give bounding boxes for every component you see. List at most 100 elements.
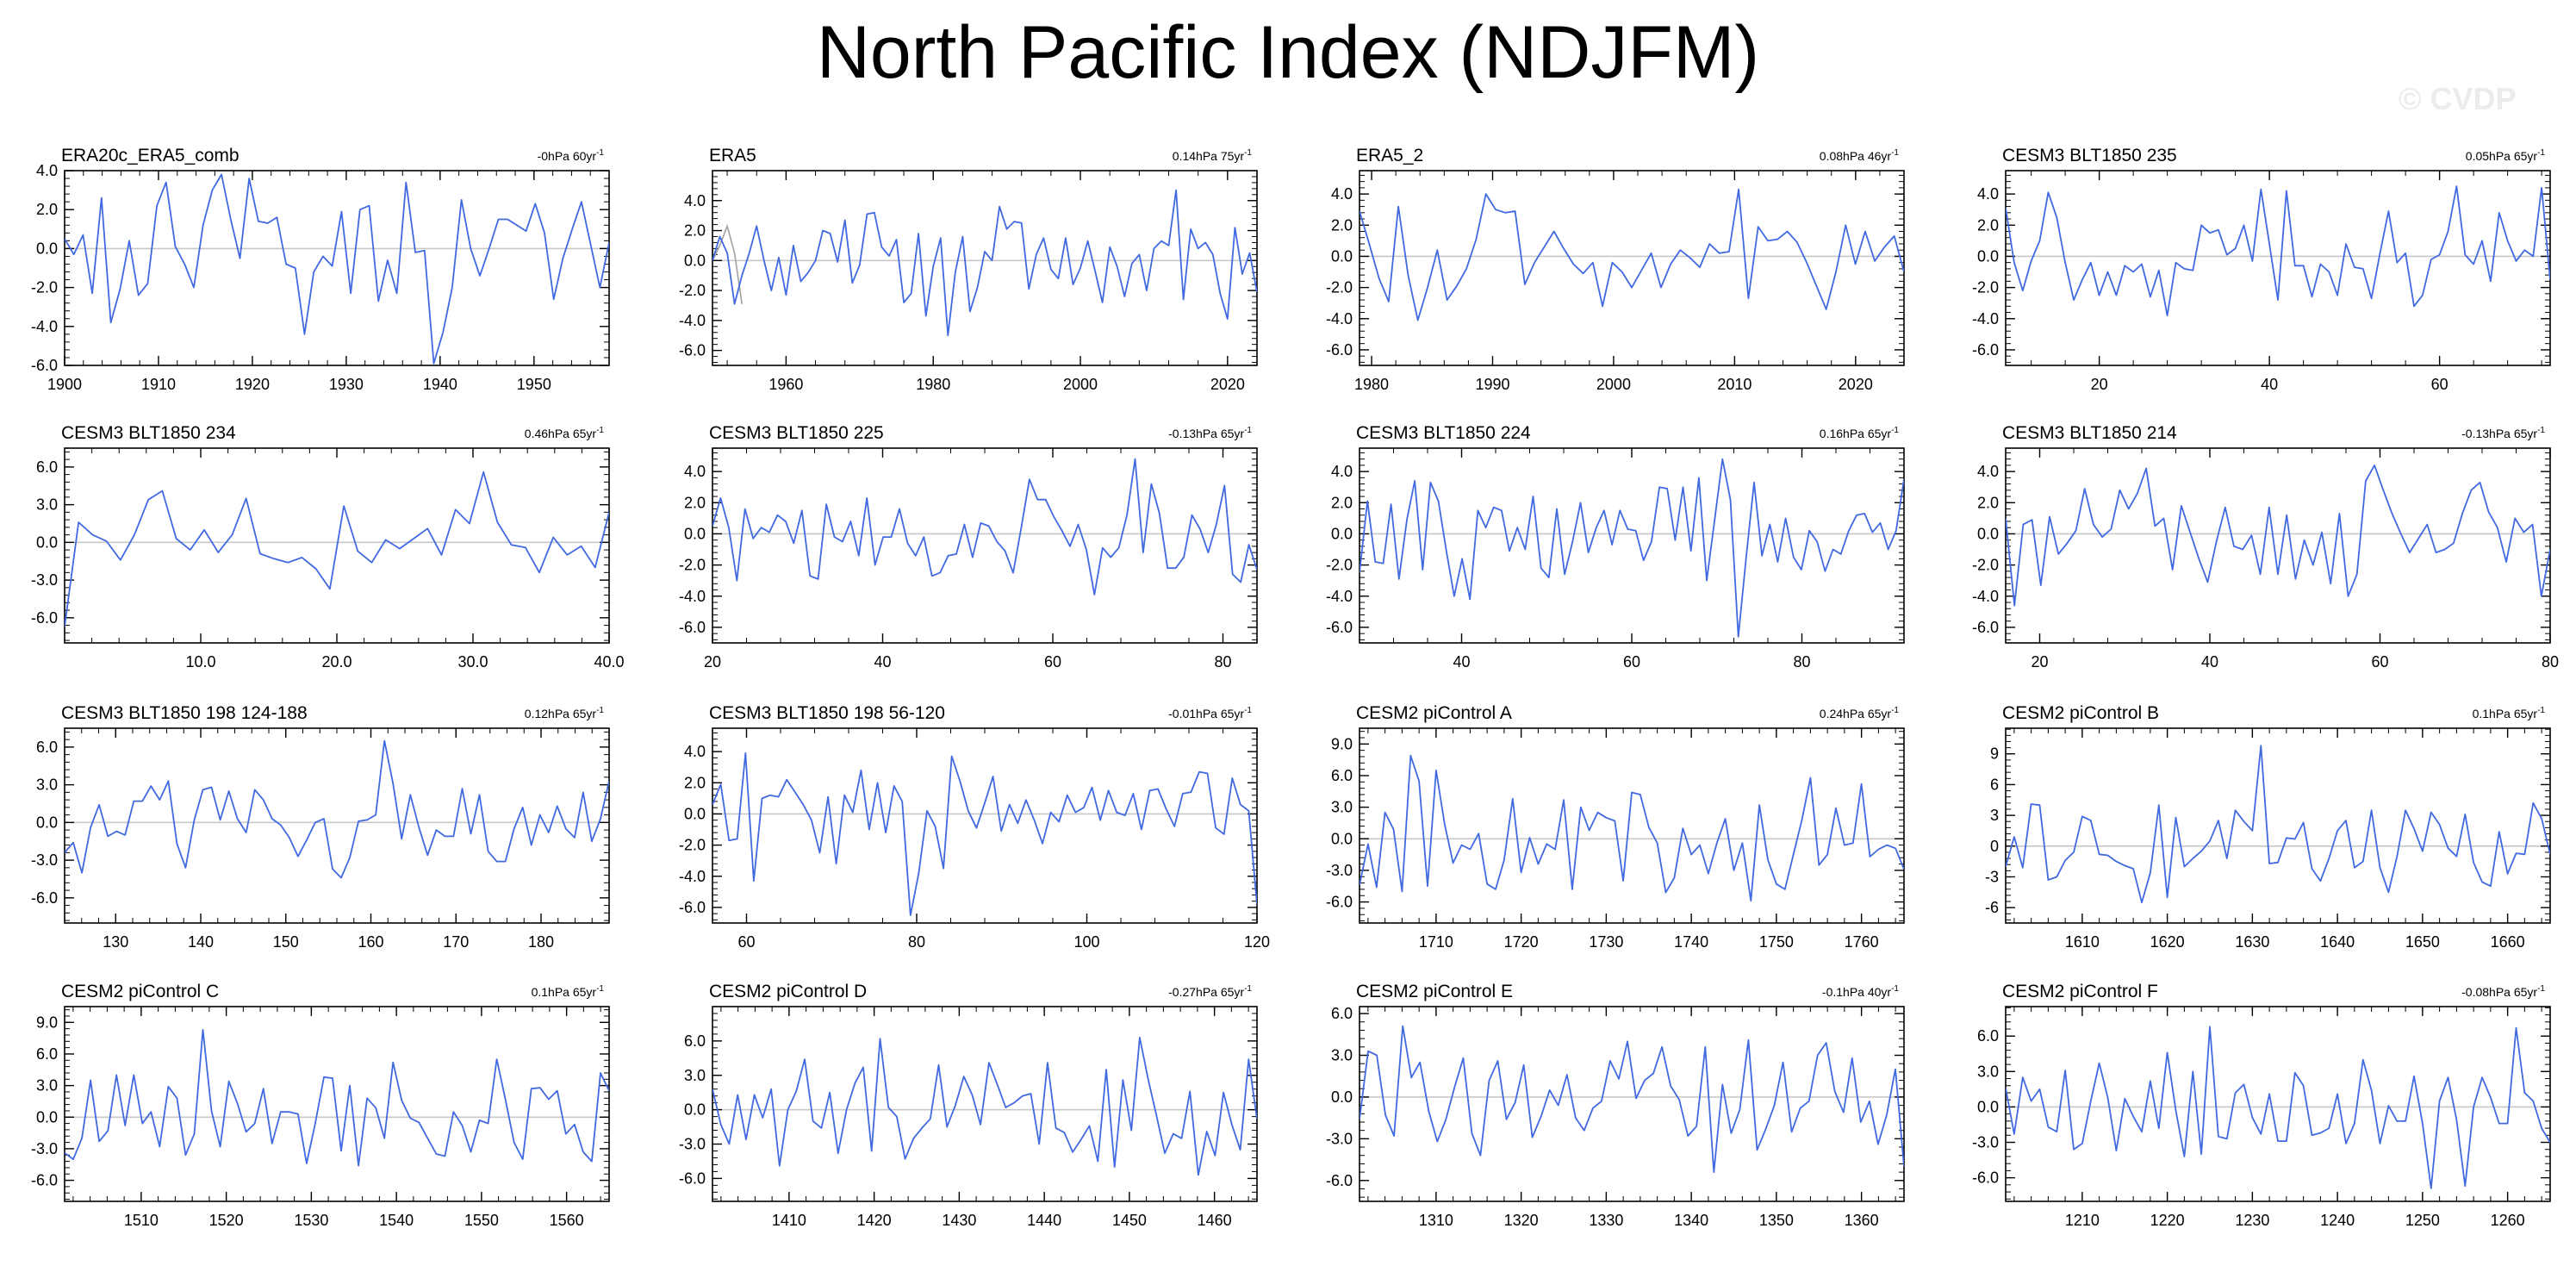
- series-line: [2006, 465, 2550, 607]
- panel-10: CESM3 BLT1850 198 56-120 -0.01hPa 65yr-1-…: [679, 703, 1270, 951]
- x-tick-label: 1650: [2405, 933, 2440, 951]
- cvdp-watermark: © CVDP: [2399, 81, 2517, 116]
- x-tick-label: 20: [704, 653, 721, 670]
- panel-title: CESM2 piControl D: [709, 982, 867, 1001]
- plot-frame: [64, 1006, 610, 1202]
- y-tick-label: -6.0: [1972, 1169, 1999, 1187]
- y-tick-label: 4.0: [36, 162, 58, 179]
- trend-unit-exponent: -1: [1891, 706, 1899, 715]
- x-tick-label: 1640: [2320, 933, 2355, 951]
- x-tick-label: 60: [2431, 376, 2448, 393]
- x-tick-label: 2000: [1596, 376, 1631, 393]
- y-tick-label: -2.0: [31, 279, 58, 296]
- x-tick-label: 1980: [1354, 376, 1389, 393]
- y-tick-label: 0.0: [684, 805, 706, 822]
- trend-label: 0.16hPa 65yr-1: [1820, 426, 1900, 440]
- series-line: [2006, 1026, 2550, 1189]
- x-tick-label: 1900: [47, 376, 82, 393]
- trend-value: -0.13hPa 65yr: [2461, 427, 2537, 440]
- series-line: [712, 1037, 1257, 1176]
- y-tick-label: 6.0: [36, 739, 58, 756]
- x-tick-label: 2010: [1717, 376, 1752, 393]
- x-tick-label: 1440: [1027, 1212, 1061, 1229]
- trend-label: 0.1hPa 65yr-1: [532, 984, 605, 999]
- y-tick-label: 0.0: [1331, 830, 1353, 847]
- trend-value: 0.24hPa 65yr: [1820, 707, 1892, 720]
- y-tick-label: -3.0: [1326, 1130, 1353, 1147]
- series-line: [712, 752, 1257, 916]
- series-line: [1360, 188, 1904, 321]
- y-tick-label: -3: [1985, 868, 1999, 885]
- trend-unit-exponent: -1: [1891, 426, 1899, 435]
- trend-value: -0.13hPa 65yr: [1168, 427, 1244, 440]
- x-tick-label: 40: [2201, 653, 2218, 670]
- trend-value: -0.1hPa 40yr: [1822, 985, 1891, 999]
- panel-title: CESM2 piControl E: [1356, 982, 1513, 1001]
- trend-unit-exponent: -1: [596, 706, 604, 715]
- y-tick-label: -3.0: [1972, 1134, 1999, 1151]
- trend-label: 0.12hPa 65yr-1: [525, 706, 605, 720]
- trend-value: 0.1hPa 65yr: [2473, 707, 2538, 720]
- x-tick-label: 1260: [2491, 1212, 2525, 1229]
- x-tick-label: 1220: [2150, 1212, 2185, 1229]
- y-tick-label: 4.0: [1977, 185, 1999, 203]
- y-tick-label: 2.0: [1977, 216, 1999, 234]
- x-tick-label: 80: [1793, 653, 1810, 670]
- panel-title: CESM3 BLT1850 224: [1356, 423, 1531, 443]
- trend-unit-exponent: -1: [596, 984, 604, 994]
- x-tick-label: 1980: [916, 376, 950, 393]
- trend-unit-exponent: -1: [2537, 148, 2545, 158]
- series-line: [1360, 1025, 1904, 1173]
- y-tick-label: -2.0: [679, 557, 706, 574]
- x-tick-label: 1540: [379, 1212, 414, 1229]
- trend-value: -0.27hPa 65yr: [1168, 985, 1244, 999]
- x-tick-label: 60: [1623, 653, 1640, 670]
- trend-label: -0.01hPa 65yr-1: [1168, 706, 1252, 720]
- panel-6: CESM3 BLT1850 225 -0.13hPa 65yr-1 -6.0 -4.0…: [679, 423, 1258, 670]
- panel-13: CESM2 piControl C 0.1hPa 65yr-1 -6.0 -3.0 0.…: [31, 982, 610, 1229]
- x-tick-label: 1410: [772, 1212, 806, 1229]
- trend-value: 0.1hPa 65yr: [532, 985, 597, 999]
- y-tick-label: 2.0: [36, 201, 58, 218]
- panel-7: CESM3 BLT1850 224 0.16hPa 65yr-1 -6.0 -4.0 -…: [1326, 423, 1905, 670]
- trend-label: 0.14hPa 75yr-1: [1173, 148, 1253, 163]
- trend-label: 0.08hPa 46yr-1: [1820, 148, 1900, 163]
- x-tick-label: 1310: [1419, 1212, 1453, 1229]
- y-tick-label: 0: [1990, 838, 1999, 855]
- y-tick-label: 3.0: [36, 1077, 58, 1094]
- y-tick-label: 9.0: [1331, 735, 1353, 752]
- series-line: [65, 173, 609, 365]
- x-tick-label: 60: [1044, 653, 1061, 670]
- y-tick-label: -6.0: [1972, 341, 1999, 359]
- x-tick-label: 1330: [1589, 1212, 1623, 1229]
- x-tick-label: 1450: [1112, 1212, 1147, 1229]
- y-tick-label: 2.0: [684, 222, 706, 240]
- plot-frame: [712, 1006, 1258, 1202]
- y-tick-label: -6.0: [679, 619, 706, 636]
- x-tick-label: 1660: [2491, 933, 2525, 951]
- x-tick-label: 1560: [550, 1212, 584, 1229]
- y-tick-label: 0.0: [1331, 1088, 1353, 1106]
- plot-frame: [1359, 1006, 1905, 1202]
- x-tick-label: 1240: [2320, 1212, 2355, 1229]
- y-tick-label: 4.0: [684, 192, 706, 209]
- x-tick-label: 20.0: [321, 653, 352, 670]
- panel-5: CESM3 BLT1850 234 0.46hPa 65yr-1 -6.0 -3.0 0…: [31, 423, 625, 670]
- series-line: [1360, 754, 1904, 902]
- y-tick-label: -4.0: [31, 318, 58, 335]
- plot-frame: [2005, 727, 2551, 924]
- y-tick-label: -2.0: [1326, 279, 1353, 296]
- y-tick-label: 0.0: [1977, 525, 1999, 542]
- y-tick-label: 0.0: [36, 814, 58, 831]
- x-tick-label: 40: [2261, 376, 2278, 393]
- x-tick-label: 40: [1453, 653, 1470, 670]
- panel-15: CESM2 piControl E -0.1hPa 40yr-1 -6.0 -3.0 0…: [1326, 982, 1905, 1229]
- y-tick-label: -2.0: [679, 282, 706, 299]
- trend-unit-exponent: -1: [1244, 984, 1252, 994]
- x-tick-label: 1360: [1845, 1212, 1879, 1229]
- y-tick-label: 6.0: [36, 1045, 58, 1063]
- x-tick-label: 20: [2031, 653, 2048, 670]
- y-tick-label: 4.0: [1331, 463, 1353, 480]
- y-tick-label: 0.0: [36, 1108, 58, 1126]
